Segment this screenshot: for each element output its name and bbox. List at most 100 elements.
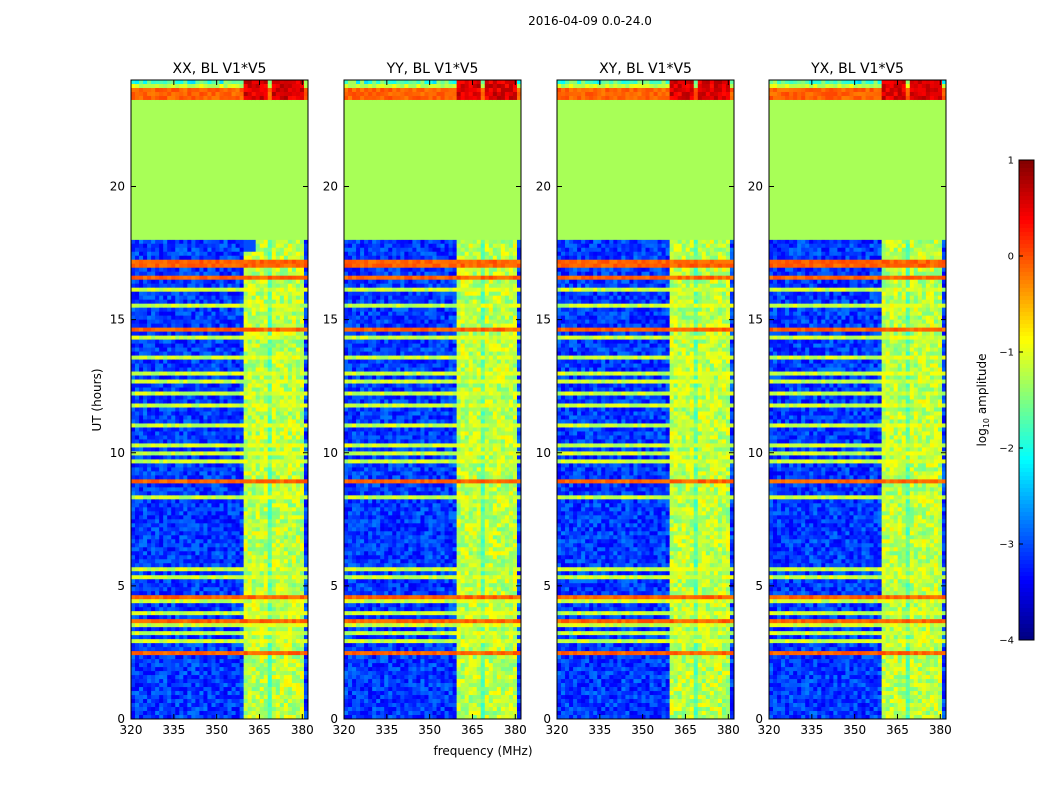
heatmap-cell bbox=[139, 587, 143, 591]
heatmap-cell bbox=[163, 439, 167, 443]
heatmap-cell bbox=[143, 635, 147, 639]
heatmap-cell bbox=[163, 471, 167, 475]
heatmap-cell bbox=[143, 679, 147, 683]
heatmap-cell bbox=[143, 407, 147, 411]
heatmap-cell bbox=[135, 615, 139, 619]
heatmap-cell bbox=[147, 360, 151, 364]
heatmap-cell bbox=[175, 427, 179, 431]
heatmap-cell bbox=[163, 675, 167, 679]
heatmap-cell bbox=[131, 431, 135, 435]
heatmap-cell bbox=[159, 667, 163, 671]
heatmap-cell bbox=[163, 479, 167, 483]
heatmap-cell bbox=[131, 467, 135, 471]
heatmap-cell bbox=[135, 659, 139, 663]
heatmap-cell bbox=[131, 631, 135, 635]
heatmap-cell bbox=[175, 392, 179, 396]
heatmap-cell bbox=[163, 659, 167, 663]
heatmap-cell bbox=[171, 312, 175, 316]
heatmap-cell bbox=[139, 443, 143, 447]
heatmap-cell bbox=[167, 659, 171, 663]
heatmap-cell bbox=[175, 519, 179, 523]
heatmap-cell bbox=[179, 531, 183, 535]
heatmap-cell bbox=[179, 559, 183, 563]
heatmap-cell bbox=[179, 463, 183, 467]
heatmap-cell bbox=[151, 507, 155, 511]
heatmap-cell bbox=[147, 463, 151, 467]
heatmap-cell bbox=[159, 479, 163, 483]
heatmap-cell bbox=[163, 539, 167, 543]
heatmap-cell bbox=[167, 272, 171, 276]
heatmap-cell bbox=[175, 88, 179, 92]
heatmap-cell bbox=[151, 611, 155, 615]
heatmap-cell bbox=[155, 92, 159, 96]
heatmap-cell bbox=[163, 364, 167, 368]
heatmap-cell bbox=[159, 567, 163, 571]
heatmap-cell bbox=[143, 627, 147, 631]
heatmap-cell bbox=[163, 292, 167, 296]
heatmap-cell bbox=[179, 280, 183, 284]
heatmap-cell bbox=[139, 252, 143, 256]
heatmap-cell bbox=[175, 423, 179, 427]
heatmap-cell bbox=[135, 683, 139, 687]
heatmap-cell bbox=[155, 260, 159, 264]
heatmap-cell bbox=[155, 372, 159, 376]
heatmap-cell bbox=[135, 427, 139, 431]
heatmap-cell bbox=[179, 611, 183, 615]
heatmap-cell bbox=[135, 647, 139, 651]
heatmap-cell bbox=[131, 659, 135, 663]
heatmap-cell bbox=[159, 591, 163, 595]
heatmap-cell bbox=[167, 308, 171, 312]
heatmap-cell bbox=[151, 252, 155, 256]
heatmap-cell bbox=[131, 495, 135, 499]
heatmap-cell bbox=[131, 483, 135, 487]
heatmap-cell bbox=[135, 471, 139, 475]
heatmap-cell bbox=[135, 256, 139, 260]
heatmap-cell bbox=[159, 364, 163, 368]
heatmap-cell bbox=[131, 459, 135, 463]
heatmap-cell bbox=[151, 300, 155, 304]
heatmap-cell bbox=[179, 647, 183, 651]
heatmap-cell bbox=[143, 675, 147, 679]
heatmap-cell bbox=[167, 372, 171, 376]
heatmap-cell bbox=[151, 515, 155, 519]
heatmap-cell bbox=[135, 435, 139, 439]
heatmap-cell bbox=[163, 340, 167, 344]
heatmap-cell bbox=[167, 499, 171, 503]
heatmap-cell bbox=[131, 96, 135, 100]
heatmap-cell bbox=[143, 96, 147, 100]
heatmap-cell bbox=[143, 451, 147, 455]
heatmap-cell bbox=[155, 687, 159, 691]
heatmap-cell bbox=[175, 531, 179, 535]
heatmap-cell bbox=[179, 439, 183, 443]
heatmap-cell bbox=[139, 400, 143, 404]
heatmap-cell bbox=[155, 388, 159, 392]
heatmap-cell bbox=[139, 356, 143, 360]
heatmap-cell bbox=[135, 459, 139, 463]
heatmap-cell bbox=[143, 615, 147, 619]
heatmap-cell bbox=[135, 675, 139, 679]
heatmap-cell bbox=[175, 527, 179, 531]
heatmap-cell bbox=[131, 503, 135, 507]
heatmap-cell bbox=[163, 372, 167, 376]
heatmap-cell bbox=[179, 415, 183, 419]
heatmap-cell bbox=[147, 376, 151, 380]
heatmap-cell bbox=[155, 535, 159, 539]
heatmap-cell bbox=[131, 663, 135, 667]
heatmap-cell bbox=[131, 487, 135, 491]
heatmap-cell bbox=[155, 248, 159, 252]
heatmap-cell bbox=[143, 651, 147, 655]
heatmap-cell bbox=[155, 296, 159, 300]
heatmap-cell bbox=[167, 643, 171, 647]
heatmap-cell bbox=[151, 451, 155, 455]
heatmap-cell bbox=[179, 679, 183, 683]
heatmap-cell bbox=[135, 423, 139, 427]
heatmap-cell bbox=[167, 635, 171, 639]
heatmap-cell bbox=[151, 651, 155, 655]
heatmap-cell bbox=[171, 431, 175, 435]
heatmap-cell bbox=[131, 447, 135, 451]
heatmap-cell bbox=[147, 284, 151, 288]
heatmap-cell bbox=[147, 312, 151, 316]
heatmap-cell bbox=[131, 451, 135, 455]
heatmap-cell bbox=[151, 471, 155, 475]
heatmap-cell bbox=[131, 84, 135, 88]
